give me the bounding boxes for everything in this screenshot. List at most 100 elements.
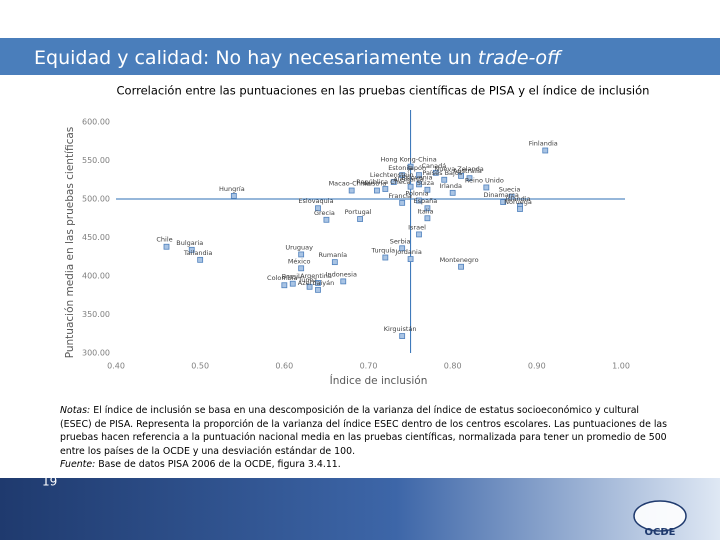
point-label: Polonia: [405, 190, 428, 198]
point-label: Dinamarca: [484, 191, 519, 199]
point-label: Rumanía: [319, 251, 348, 259]
point: [416, 231, 422, 238]
point: [424, 205, 431, 212]
point: [416, 172, 422, 179]
y-tick-label: 550.00: [82, 156, 110, 165]
footer-band: [0, 478, 720, 540]
point-label: Italia: [417, 207, 433, 215]
notes: Notas: El índice de inclusión se basa en…: [60, 404, 670, 472]
point: [298, 265, 305, 272]
point: [163, 243, 170, 250]
point: [374, 187, 380, 194]
y-tick-label: 600.00: [82, 118, 110, 127]
point-label: Irlanda: [439, 182, 462, 190]
notes-label: Notas:: [60, 405, 91, 416]
point: [382, 186, 389, 192]
point: [315, 280, 321, 286]
point-label: Tailandia: [183, 249, 213, 257]
point: [441, 176, 448, 183]
point: [449, 189, 456, 196]
point: [517, 206, 523, 212]
point-label: Australia: [453, 167, 482, 175]
point: [424, 215, 431, 222]
point-label: Suecia: [499, 186, 521, 194]
y-tick-label: 450.00: [82, 233, 110, 242]
source-text: Base de datos PISA 2006 de la OCDE, figu…: [95, 459, 341, 471]
point: [416, 181, 422, 188]
point: [407, 163, 414, 170]
y-tick-label: 400.00: [82, 272, 110, 281]
y-tick-label: 350.00: [82, 310, 110, 319]
title-bar: [0, 38, 720, 75]
point-label: Argentina: [300, 272, 332, 280]
point: [399, 172, 406, 179]
point-label: Túnez: [297, 276, 317, 284]
point-label: Montenegro: [440, 256, 479, 264]
logo: OCDE: [633, 500, 687, 538]
point-label: Finlandia: [529, 139, 558, 147]
point: [357, 216, 363, 222]
point-label: Jordania: [394, 248, 421, 256]
point-label: Eslovaquia: [298, 197, 333, 205]
point-label: Canadá: [421, 162, 446, 170]
point: [407, 256, 414, 262]
point: [348, 187, 355, 194]
point-label: Uruguay: [285, 243, 313, 251]
point: [315, 205, 321, 212]
y-tick-label: 500.00: [82, 195, 110, 204]
point-label: Liechtenstein: [370, 171, 414, 179]
point: [289, 280, 296, 287]
point-label: Bulgaria: [176, 239, 203, 247]
point-label: España: [414, 197, 438, 205]
page-number: 19: [42, 475, 57, 489]
point: [399, 333, 406, 339]
point: [298, 251, 305, 258]
plot: 300.00 350.00 400.00 450.00 500.00 550.00 600.…: [64, 110, 630, 387]
x-tick-label: 0.50: [191, 362, 209, 371]
point-label: Israel: [408, 223, 426, 231]
point-label: Kirguistán: [384, 325, 417, 333]
x-tick-label: 0.80: [444, 362, 462, 371]
point-label: Hungría: [219, 185, 245, 193]
x-tick-label: 0.90: [528, 362, 546, 371]
point-label: Suiza: [417, 179, 434, 187]
point: [331, 259, 338, 266]
point: [458, 263, 464, 270]
point: [424, 186, 431, 193]
logo-ring: [633, 500, 687, 532]
point-label: Eslovenia: [401, 173, 432, 181]
point-label: Turquía: [370, 247, 395, 255]
point-label: Serbia: [390, 237, 411, 245]
point-label: Nueva Zelanda: [434, 165, 483, 173]
slide-title-italic: trade-off: [478, 47, 563, 69]
point-label: Colombia: [267, 274, 298, 282]
point-label: Alemania: [393, 176, 423, 184]
point: [188, 246, 195, 253]
point: [323, 216, 330, 223]
point-label: Chile: [156, 236, 172, 244]
point: [416, 197, 422, 204]
point: [508, 193, 515, 200]
point: [197, 256, 204, 263]
point: [306, 283, 313, 290]
point-label: Reino Unido: [465, 176, 504, 184]
point: [382, 254, 389, 261]
x-tick-label: 0.40: [107, 362, 125, 371]
x-tick-label: 1.00: [612, 362, 630, 371]
point-label: Noruega: [504, 198, 532, 206]
point-label: Portugal: [345, 208, 372, 216]
logo-globe: [634, 501, 686, 531]
slide-title-main: Equidad y calidad: No hay necesariamente…: [34, 47, 472, 69]
notes-text: El índice de inclusión se basa en una de…: [60, 405, 668, 457]
y-tick-label: 300.00: [82, 349, 110, 358]
point: [500, 199, 507, 205]
point: [458, 172, 464, 179]
y-axis-label: Puntuación media en las pruebas científi…: [64, 127, 76, 359]
point-label: Austria: [363, 180, 386, 188]
point: [407, 183, 414, 190]
point: [230, 193, 237, 199]
x-tick-label: 0.70: [360, 362, 378, 371]
point-label: Países Bajos: [422, 169, 462, 177]
